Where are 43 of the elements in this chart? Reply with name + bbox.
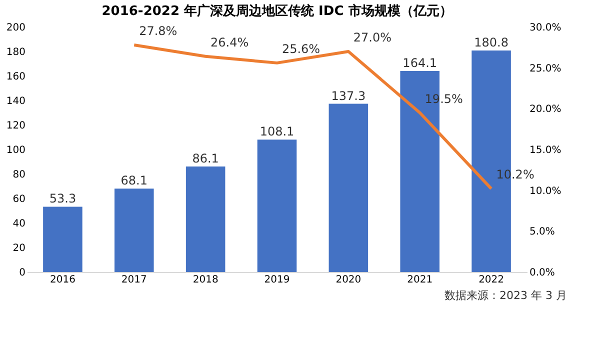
y-tick-label: 180 (6, 47, 26, 58)
data-label: 25.6% (282, 42, 320, 56)
y2-tick-label: 15.0% (530, 145, 562, 156)
x-tick-label: 2016 (50, 274, 76, 286)
data-label: 137.3 (331, 88, 366, 103)
y-tick-label: 40 (12, 218, 26, 230)
data-label: 164.1 (402, 56, 438, 70)
bar (114, 188, 154, 272)
bar (43, 206, 82, 272)
y-tick-label: 200 (6, 22, 26, 34)
y2-tick-label: 0.0% (530, 268, 555, 278)
data-label: 86.1 (192, 152, 219, 166)
data-label: 26.4% (210, 35, 249, 50)
y-tick-label: 0 (19, 268, 26, 278)
data-label: 108.1 (260, 124, 294, 139)
x-tick-label: 2022 (478, 274, 504, 286)
x-tick-label: 2018 (192, 274, 218, 286)
x-tick-label: 2019 (264, 274, 290, 286)
data-label: 27.8% (139, 24, 178, 38)
y2-tick-label: 5.0% (530, 226, 555, 238)
bar (328, 104, 368, 272)
x-tick-label: 2017 (121, 274, 147, 286)
y-tick-label: 140 (6, 96, 26, 107)
y-tick-label: 160 (6, 72, 26, 82)
y-tick-label: 100 (6, 145, 26, 156)
x-tick-label: 2021 (407, 274, 433, 286)
x-tick-label: 2020 (336, 274, 362, 286)
data-label: 27.0% (353, 30, 392, 44)
chart-title: 2016-2022 年广深及周边地区传统 IDC 市场规模（亿元） (102, 3, 452, 19)
y-tick-label: 60 (12, 194, 26, 205)
y-tick-label: 80 (12, 170, 26, 180)
bar (257, 140, 297, 272)
y2-tick-label: 20.0% (530, 104, 562, 116)
data-label: 53.3 (49, 192, 76, 206)
data-label: 180.8 (474, 36, 508, 50)
y2-tick-label: 30.0% (530, 22, 562, 34)
y-tick-label: 20 (12, 243, 26, 254)
bar (186, 166, 226, 272)
data-label: 68.1 (120, 174, 148, 188)
source-note: 数据来源：2023 年 3 月 (444, 289, 567, 302)
y-tick-label: 120 (6, 120, 26, 132)
y2-tick-label: 10.0% (530, 186, 562, 197)
y2-tick-label: 25.0% (530, 63, 562, 74)
